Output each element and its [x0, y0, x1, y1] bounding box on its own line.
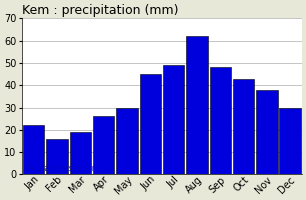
Bar [210, 67, 231, 174]
Bar [70, 132, 91, 174]
Bar [186, 36, 208, 174]
Text: www.allmetsat.com: www.allmetsat.com [25, 164, 100, 173]
Bar [116, 108, 138, 174]
Bar [23, 125, 44, 174]
Text: Kem : precipitation (mm): Kem : precipitation (mm) [22, 4, 179, 17]
Bar [279, 108, 301, 174]
Bar [140, 74, 161, 174]
Bar [256, 90, 278, 174]
Bar [93, 116, 114, 174]
Bar [233, 79, 254, 174]
Bar [46, 139, 68, 174]
Bar [163, 65, 184, 174]
